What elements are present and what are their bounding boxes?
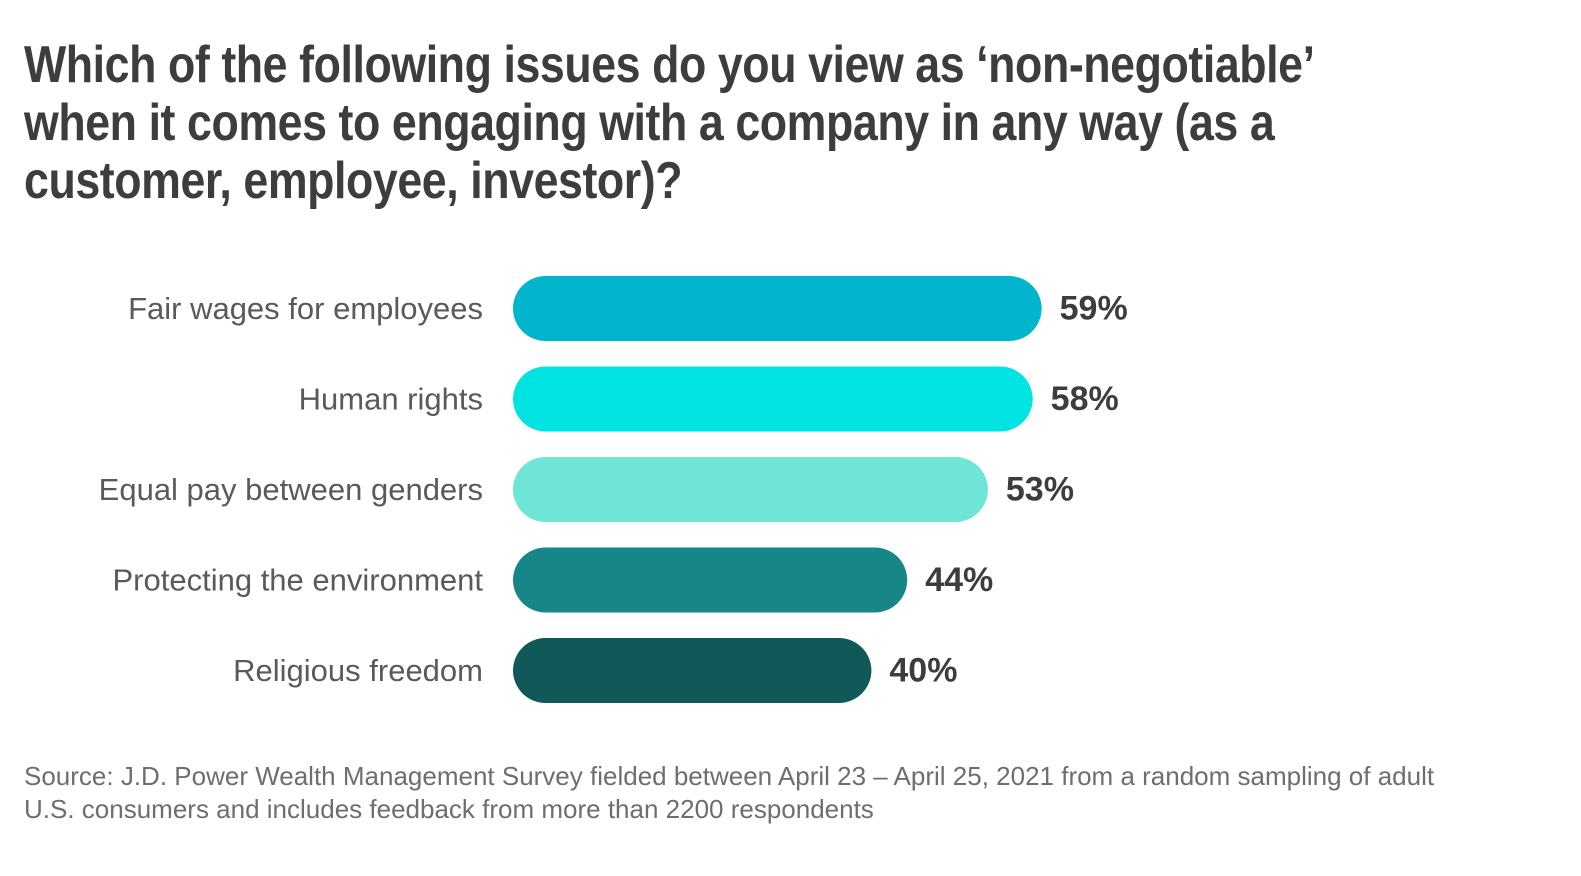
value-label: 58% xyxy=(1051,380,1119,418)
bar-2 xyxy=(513,457,988,522)
value-label: 59% xyxy=(1060,290,1128,328)
bar-0 xyxy=(513,276,1042,341)
bar-1 xyxy=(513,366,1033,432)
bar-4 xyxy=(513,638,872,703)
value-label: 44% xyxy=(925,561,993,599)
bar-chart: Fair wages for employees 59% Human rights 5… xyxy=(99,276,1128,703)
category-label: Human rights xyxy=(299,382,483,417)
chart-title: Which of the following issues do you vie… xyxy=(24,36,1313,210)
category-label: Equal pay between genders xyxy=(99,472,483,507)
value-label: 53% xyxy=(1006,471,1074,509)
bar-3 xyxy=(513,547,908,613)
source-note: Source: J.D. Power Wealth Management Sur… xyxy=(24,761,1435,824)
bars-layer: Fair wages for employees 59% Human rights 5… xyxy=(99,276,1128,703)
category-label: Protecting the environment xyxy=(113,563,484,598)
category-label: Religious freedom xyxy=(233,653,483,688)
value-label: 40% xyxy=(889,652,957,690)
category-label: Fair wages for employees xyxy=(128,291,483,326)
